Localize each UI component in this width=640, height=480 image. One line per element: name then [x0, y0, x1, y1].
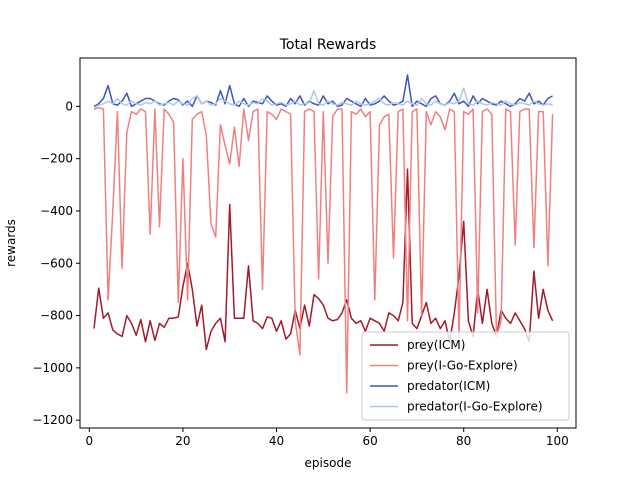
x-axis-label: episode — [305, 456, 352, 470]
x-tick-label-5: 100 — [546, 434, 569, 448]
series-line-3 — [93, 87, 553, 109]
chart-title: Total Rewards — [279, 37, 377, 53]
y-tick-label-2: −800 — [40, 309, 73, 323]
y-tick-label-1: −1000 — [32, 361, 73, 375]
y-axis: −1200 −1000 −800 −600 −400 −200 0 — [32, 99, 80, 427]
y-tick-label-4: −400 — [40, 204, 73, 218]
x-tick-label-2: 40 — [269, 434, 284, 448]
x-axis: 0 20 40 60 80 100 — [86, 428, 569, 448]
legend-box — [361, 331, 570, 421]
y-tick-label-5: −200 — [40, 152, 73, 166]
x-tick-label-4: 80 — [456, 434, 471, 448]
series-layer — [93, 74, 554, 394]
legend-label-3: predator(I-Go-Explore) — [407, 400, 543, 414]
series-line-0 — [93, 168, 554, 351]
plot-frame — [79, 57, 577, 429]
series-line-1 — [93, 106, 554, 394]
x-tick-label-0: 0 — [86, 434, 94, 448]
legend-label-1: prey(I-Go-Explore) — [407, 359, 518, 373]
series-line-2 — [93, 74, 553, 108]
x-tick-label-1: 20 — [175, 434, 190, 448]
y-tick-label-3: −600 — [40, 256, 73, 270]
legend-label-2: predator(ICM) — [407, 379, 490, 393]
y-axis-label: rewards — [4, 219, 18, 267]
legend-label-0: prey(ICM) — [407, 338, 465, 352]
x-tick-label-3: 60 — [362, 434, 377, 448]
y-tick-label-6: 0 — [65, 99, 73, 113]
y-tick-label-0: −1200 — [32, 413, 73, 427]
legend: prey(ICM) prey(I-Go-Explore) predator(ICM)… — [361, 331, 570, 421]
